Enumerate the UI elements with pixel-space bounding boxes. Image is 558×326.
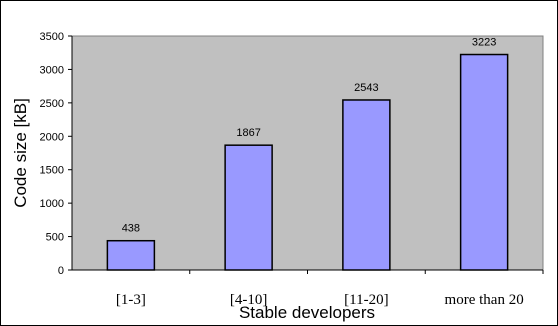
y-axis-ticks: 0 500 1000 1500 2000 2500 3000 3500 bbox=[40, 31, 72, 277]
y-tick-label: 0 bbox=[58, 265, 64, 277]
bar bbox=[106, 239, 156, 271]
y-axis-title: Code size [kB] bbox=[11, 98, 30, 208]
y-tick-label: 1000 bbox=[40, 198, 64, 210]
x-tick-label: [11-20] bbox=[344, 292, 388, 308]
bar bbox=[224, 144, 273, 271]
y-tick-label: 2000 bbox=[40, 131, 64, 143]
bar bbox=[342, 99, 391, 271]
data-label: 438 bbox=[122, 223, 140, 235]
data-label: 3223 bbox=[472, 37, 496, 49]
bar bbox=[459, 53, 509, 271]
y-tick-label: 3500 bbox=[40, 31, 64, 43]
y-tick-label: 1500 bbox=[40, 165, 64, 177]
x-axis-ticks: [1-3] [4-10] [11-20] more than 20 bbox=[116, 270, 544, 308]
y-tick-label: 3000 bbox=[40, 64, 64, 76]
x-tick-label: more than 20 bbox=[445, 292, 524, 308]
x-tick-label: [4-10] bbox=[230, 292, 268, 308]
y-tick-label: 500 bbox=[46, 232, 64, 244]
x-tick-label: [1-3] bbox=[116, 292, 146, 308]
y-tick-label: 2500 bbox=[40, 98, 64, 110]
data-label: 1867 bbox=[236, 127, 260, 139]
data-label: 2543 bbox=[354, 82, 378, 94]
x-axis-title: Stable developers bbox=[239, 303, 375, 322]
